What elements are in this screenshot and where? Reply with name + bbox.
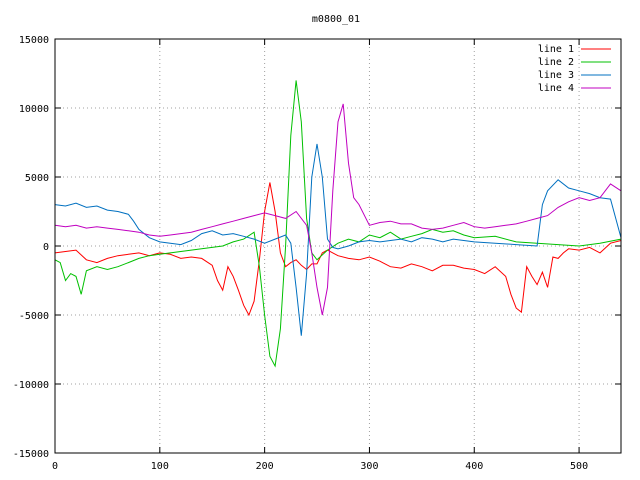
y-tick-label: 0 (43, 242, 49, 253)
x-tick-label: 500 (570, 461, 588, 472)
axes: -15000 -10000 -5000 0 5000 10000 15000 0 100 200 3… (13, 35, 621, 472)
series-line-3 (54, 143, 622, 336)
y-tick-label: -10000 (13, 380, 49, 391)
series-line-2 (54, 80, 622, 368)
x-tick-label: 200 (256, 461, 274, 472)
y-tick-label: 5000 (25, 173, 49, 184)
series-line-1 (54, 182, 622, 317)
x-tick-label: 100 (151, 461, 169, 472)
y-tick-label: -5000 (19, 311, 49, 322)
x-tick-label: 0 (52, 461, 58, 472)
plot-area (54, 80, 622, 368)
legend-label: line 2 (538, 57, 574, 68)
y-tick-label: -15000 (13, 449, 49, 460)
legend-label: line 1 (538, 44, 574, 55)
series-line-4 (54, 103, 622, 316)
y-tick-label: 10000 (19, 104, 49, 115)
chart-title: m0800_01 (312, 14, 360, 25)
legend-label: line 4 (538, 83, 574, 94)
legend: line 1 line 2 line 3 line 4 (538, 44, 611, 94)
y-tick-label: 15000 (19, 35, 49, 46)
x-tick-label: 300 (360, 461, 378, 472)
legend-label: line 3 (538, 70, 574, 81)
grid (55, 39, 621, 453)
x-tick-label: 400 (465, 461, 483, 472)
